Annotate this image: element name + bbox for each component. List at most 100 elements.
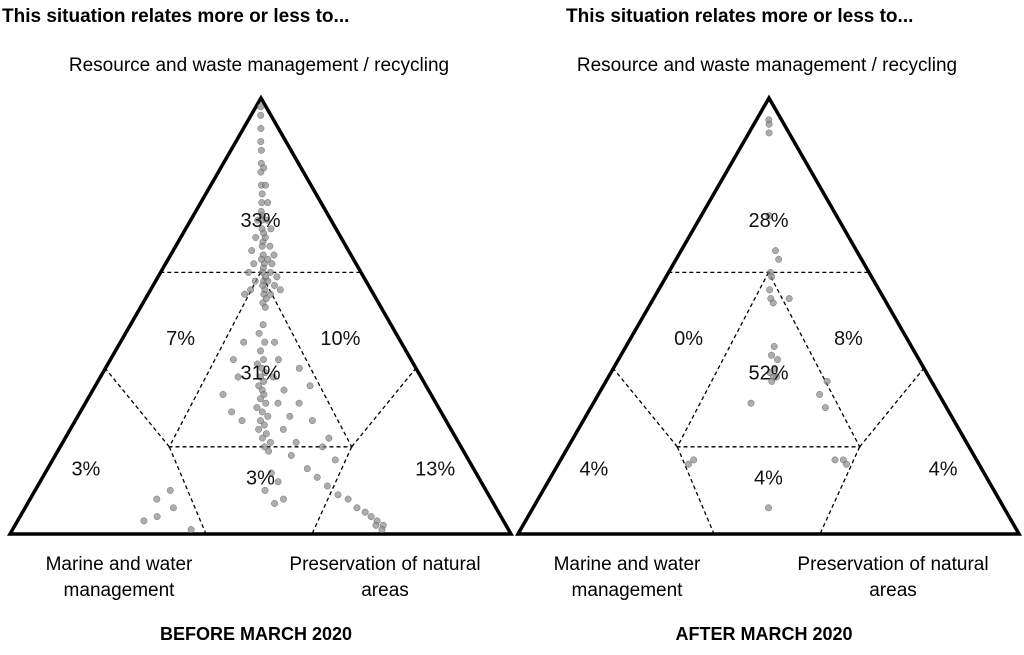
data-point	[273, 273, 281, 281]
divider-line	[676, 446, 715, 535]
data-point	[331, 456, 339, 464]
data-point	[265, 447, 272, 455]
data-point	[261, 234, 269, 241]
data-point	[280, 495, 287, 503]
data-point	[821, 404, 829, 411]
data-point	[308, 417, 316, 424]
ternary-chart-after: 28% 0% 8% 52% 4% 4% 4%	[514, 94, 1023, 536]
data-point	[253, 404, 261, 411]
data-point	[313, 473, 321, 481]
region-label-center: 52%	[748, 363, 788, 385]
data-point	[260, 377, 268, 385]
triangle-outline	[514, 94, 1023, 536]
data-point	[367, 513, 375, 520]
data-point	[229, 356, 237, 363]
data-point	[267, 469, 275, 477]
axis-label-bottom-left: Marine and water management	[553, 554, 701, 601]
data-point	[254, 216, 262, 224]
data-point	[270, 251, 278, 259]
data-point	[247, 286, 255, 294]
data-point	[286, 412, 294, 420]
data-point	[319, 443, 326, 451]
data-point	[768, 273, 775, 281]
data-point	[765, 129, 773, 137]
data-point	[248, 247, 256, 255]
data-point	[257, 103, 264, 111]
data-point	[816, 391, 823, 398]
region-label-upper-right: 8%	[834, 328, 863, 350]
region-label-bottom-right: 4%	[929, 459, 958, 481]
data-point	[264, 199, 272, 207]
region-label-bottom-center: 3%	[246, 467, 275, 489]
divider-line	[311, 446, 353, 535]
data-point	[258, 242, 266, 250]
data-point	[292, 438, 300, 446]
data-point	[747, 399, 755, 407]
data-point	[187, 526, 195, 533]
data-point	[260, 421, 268, 429]
data-point	[253, 360, 261, 368]
data-point	[768, 377, 776, 385]
triangle-outline	[6, 94, 515, 536]
data-point	[295, 399, 303, 407]
region-label-bottom-left: 4%	[579, 459, 608, 481]
data-point	[257, 395, 264, 403]
data-point	[240, 338, 248, 346]
divider-line	[104, 367, 170, 448]
data-point	[258, 408, 266, 416]
data-point	[153, 495, 161, 503]
data-point	[267, 290, 274, 298]
data-point	[261, 486, 269, 494]
data-point	[334, 491, 342, 499]
data-point	[153, 513, 161, 520]
data-point	[685, 460, 692, 468]
data-point	[765, 504, 772, 512]
data-point	[261, 303, 269, 311]
data-point	[280, 386, 288, 394]
data-point	[228, 408, 236, 416]
data-point	[267, 225, 275, 233]
data-point	[690, 456, 698, 464]
data-point	[264, 277, 272, 285]
divider-line	[819, 446, 861, 535]
data-point	[295, 364, 303, 372]
region-label-upper-left: 0%	[674, 328, 703, 350]
data-point	[268, 260, 276, 268]
region-label-upper-left: 7%	[166, 328, 195, 350]
data-point	[361, 508, 369, 516]
data-point	[257, 112, 265, 119]
data-point	[303, 465, 311, 472]
region-label-bottom-center: 4%	[754, 467, 783, 489]
data-point	[257, 125, 265, 132]
data-point	[271, 282, 278, 289]
data-point	[275, 356, 282, 363]
data-point	[271, 338, 278, 346]
data-point	[166, 486, 174, 494]
data-point	[774, 356, 781, 363]
data-point	[765, 120, 773, 128]
center-region-outline	[676, 270, 861, 448]
panel-heading: This situation relates more or less to..…	[2, 6, 350, 27]
data-point	[257, 138, 265, 146]
data-point	[264, 412, 272, 420]
data-point	[823, 377, 831, 385]
data-point	[258, 199, 266, 207]
data-point	[241, 290, 249, 298]
data-point	[257, 417, 264, 424]
data-point	[269, 373, 277, 381]
data-point	[771, 364, 779, 372]
data-point	[274, 399, 282, 407]
data-point	[238, 417, 246, 424]
data-point	[353, 504, 361, 512]
data-point	[257, 146, 265, 154]
data-point	[251, 277, 259, 285]
data-point	[250, 260, 258, 268]
data-point	[259, 434, 266, 442]
data-point	[372, 521, 380, 529]
data-point	[261, 443, 268, 451]
data-point	[234, 373, 242, 381]
axis-label-bottom-left: Marine and water management	[45, 554, 193, 601]
data-point	[255, 425, 263, 433]
data-point	[245, 268, 252, 276]
panel-heading: This situation relates more or less to..…	[566, 6, 914, 27]
